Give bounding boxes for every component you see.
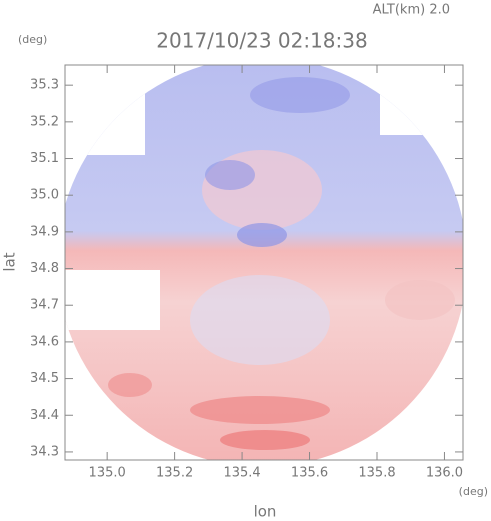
y-tick-label: 34.3 bbox=[30, 444, 59, 459]
y-tick-label: 34.6 bbox=[30, 334, 59, 349]
x-tick-label: 135.4 bbox=[223, 466, 260, 481]
radar-field bbox=[65, 65, 463, 460]
x-tick-label: 135.6 bbox=[291, 466, 328, 481]
y-tick-label: 35.1 bbox=[30, 151, 59, 166]
x-axis-label: lon bbox=[254, 503, 277, 521]
x-tick-label: 135.0 bbox=[89, 466, 126, 481]
y-tick-label: 35.2 bbox=[30, 114, 59, 129]
chart-title: 2017/10/23 02:18:38 bbox=[156, 29, 367, 53]
y-tick-label: 34.7 bbox=[30, 298, 59, 313]
y-unit: (deg) bbox=[18, 33, 47, 46]
y-tick-label: 34.8 bbox=[30, 261, 59, 276]
x-tick-label: 135.2 bbox=[156, 466, 193, 481]
y-tick-label: 35.0 bbox=[30, 188, 59, 203]
x-tick-label: 136.0 bbox=[426, 466, 463, 481]
y-tick-label: 34.9 bbox=[30, 224, 59, 239]
y-tick-label: 34.5 bbox=[30, 371, 59, 386]
plot-frame bbox=[64, 64, 464, 461]
x-tick-label: 135.8 bbox=[358, 466, 395, 481]
y-tick-label: 34.4 bbox=[30, 408, 59, 423]
subtitle: ALT(km) 2.0 bbox=[373, 3, 450, 18]
y-tick-label: 35.3 bbox=[30, 78, 59, 93]
x-unit: (deg) bbox=[459, 485, 488, 498]
y-axis-label: lat bbox=[1, 252, 19, 271]
